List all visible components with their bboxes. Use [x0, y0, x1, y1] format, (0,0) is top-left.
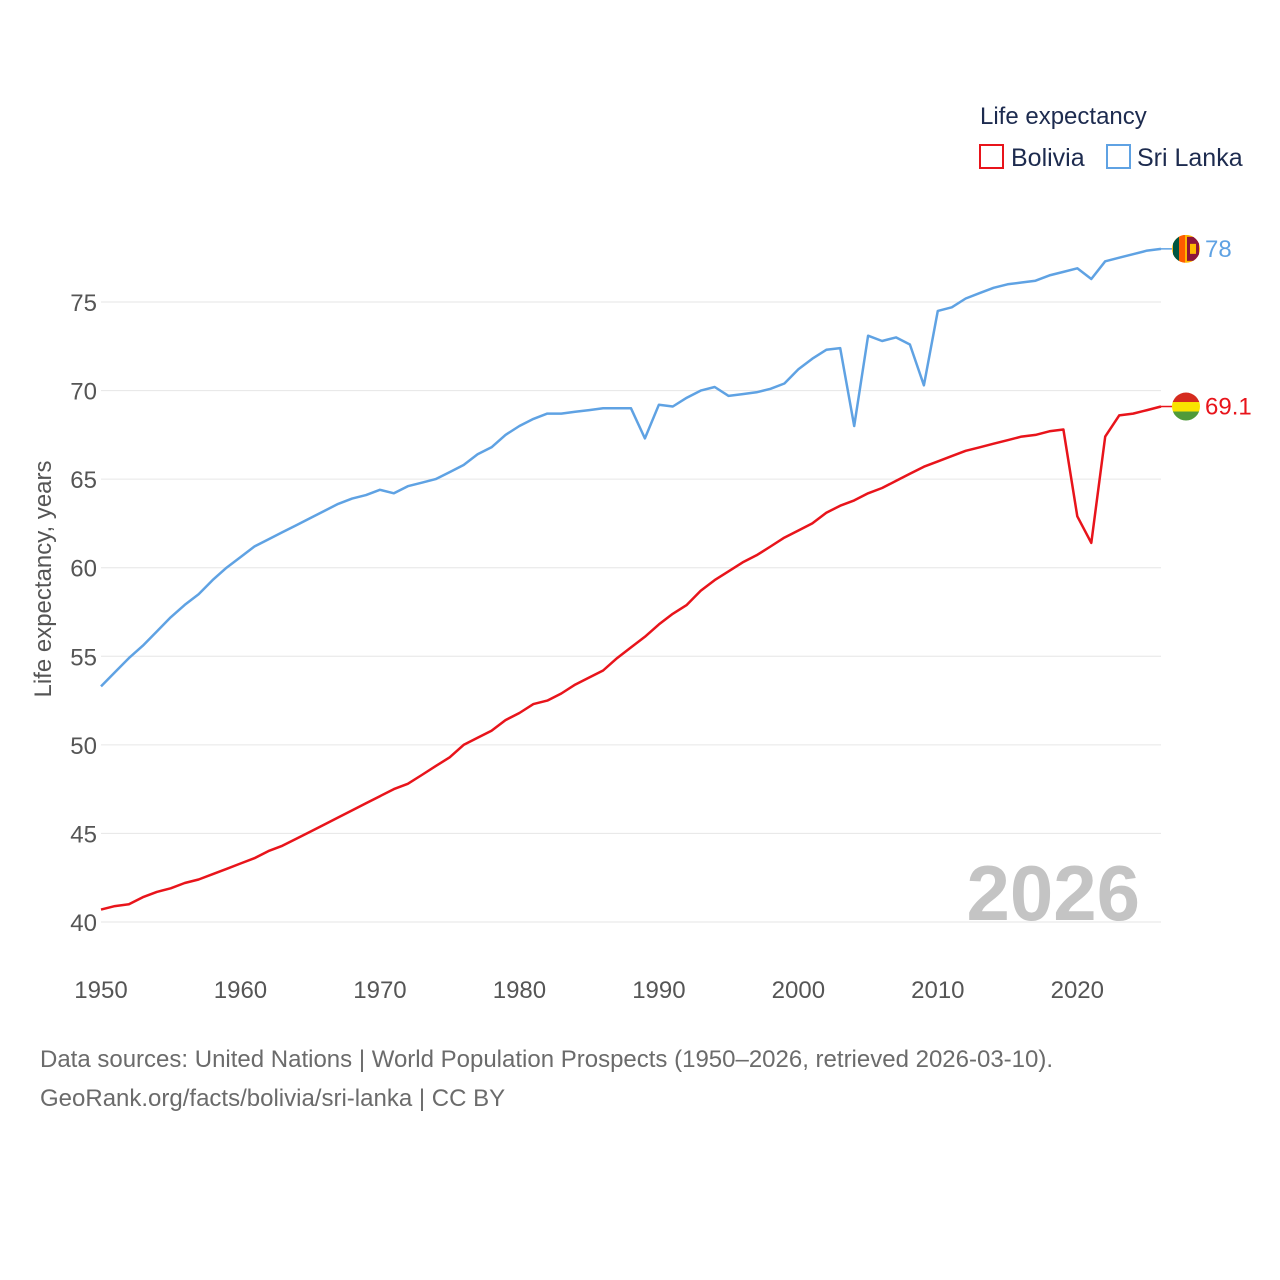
bolivia-flag-icon	[1172, 392, 1200, 421]
footer-sources: Data sources: United Nations | World Pop…	[40, 1046, 1054, 1073]
legend-swatch-sri-lanka	[1106, 144, 1131, 169]
sri-lanka-flag-icon	[1172, 234, 1200, 263]
x-tick-label-2000: 2000	[772, 977, 825, 1004]
series-line-bolivia	[100, 405, 1162, 911]
series-endpoints: 69.1 78	[1161, 234, 1252, 421]
y-tick-label-65: 65	[70, 467, 97, 494]
x-tick-label-1960: 1960	[214, 977, 267, 1004]
footer-credit[interactable]: GeoRank.org/facts/bolivia/sri-lanka | CC…	[40, 1085, 506, 1112]
legend-title: Life expectancy	[980, 103, 1147, 130]
y-tick-label-50: 50	[70, 733, 97, 760]
footer: Data sources: United Nations | World Pop…	[40, 1040, 1053, 1118]
legend-item-sri-lanka[interactable]: Sri Lanka	[1106, 144, 1243, 172]
gridlines	[101, 301, 1161, 923]
legend-swatch-bolivia	[979, 144, 1004, 169]
legend-label-bolivia: Bolivia	[1011, 144, 1085, 172]
series-line-sri-lanka	[100, 247, 1162, 688]
y-tick-label-55: 55	[70, 644, 97, 671]
x-axis-ticks: 1950 1960 1970 1980 1990 2000 2010 2020	[74, 977, 1104, 1004]
y-axis-ticks: 40 45 50 55 60 65 70 75	[70, 290, 97, 937]
x-tick-label-2020: 2020	[1051, 977, 1104, 1004]
series-lines	[100, 247, 1162, 911]
legend-item-bolivia[interactable]: Bolivia	[979, 144, 1085, 172]
x-tick-label-1990: 1990	[632, 977, 685, 1004]
y-tick-label-60: 60	[70, 556, 97, 583]
legend: Life expectancy Bolivia Sri Lanka	[979, 103, 1243, 172]
y-tick-label-75: 75	[70, 290, 97, 317]
x-tick-label-2010: 2010	[911, 977, 964, 1004]
x-tick-label-1950: 1950	[74, 977, 127, 1004]
end-value-label-sri-lanka: 78	[1205, 236, 1232, 263]
y-tick-label-45: 45	[70, 821, 97, 848]
x-tick-label-1980: 1980	[493, 977, 546, 1004]
y-tick-label-70: 70	[70, 379, 97, 406]
y-tick-label-40: 40	[70, 910, 97, 937]
end-value-label-bolivia: 69.1	[1205, 394, 1252, 421]
x-tick-label-1970: 1970	[353, 977, 406, 1004]
y-axis-title: Life expectancy, years	[30, 460, 57, 697]
legend-label-sri-lanka: Sri Lanka	[1137, 144, 1243, 172]
year-watermark: 2026	[966, 849, 1140, 937]
